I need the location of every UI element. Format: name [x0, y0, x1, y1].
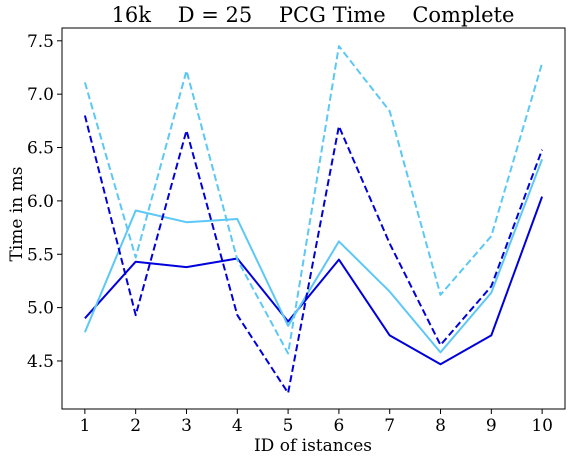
x-tick-label: 6: [333, 416, 344, 436]
series-line-1: [84, 196, 544, 366]
y-axis-label: Time in ms: [7, 167, 27, 262]
y-tick-label: 6.5: [27, 139, 54, 159]
x-tick-label: 7: [384, 416, 395, 436]
chart-title: 16k D = 25 PCG Time Complete: [112, 3, 515, 27]
x-tick-label: 10: [531, 416, 553, 436]
y-tick-label: 5.5: [27, 245, 54, 265]
series-line-4: [83, 45, 544, 355]
plot-frame: [61, 27, 566, 410]
series-line-3: [83, 115, 544, 394]
y-tick-label: 4.5: [27, 352, 54, 372]
y-tick-label: 7.0: [27, 85, 54, 105]
y-axis: 4.5 5.0 5.5 6.0 6.5 7.0 7.5: [27, 32, 62, 372]
x-tick-label: 2: [130, 416, 141, 436]
x-tick-label: 5: [283, 416, 294, 436]
x-axis: 1 2 3 4 5 6 7 8 9 10: [79, 409, 553, 436]
x-axis-label: ID of istances: [254, 436, 372, 456]
x-tick-label: 1: [79, 416, 90, 436]
series-line-2: [83, 158, 544, 354]
x-tick-label: 3: [181, 416, 192, 436]
y-tick-label: 7.5: [27, 32, 54, 52]
y-tick-label: 6.0: [27, 192, 54, 212]
x-tick-label: 4: [232, 416, 243, 436]
y-tick-label: 5.0: [27, 299, 54, 319]
x-tick-label: 8: [435, 416, 446, 436]
series-layer: [83, 45, 544, 394]
x-tick-label: 9: [486, 416, 497, 436]
